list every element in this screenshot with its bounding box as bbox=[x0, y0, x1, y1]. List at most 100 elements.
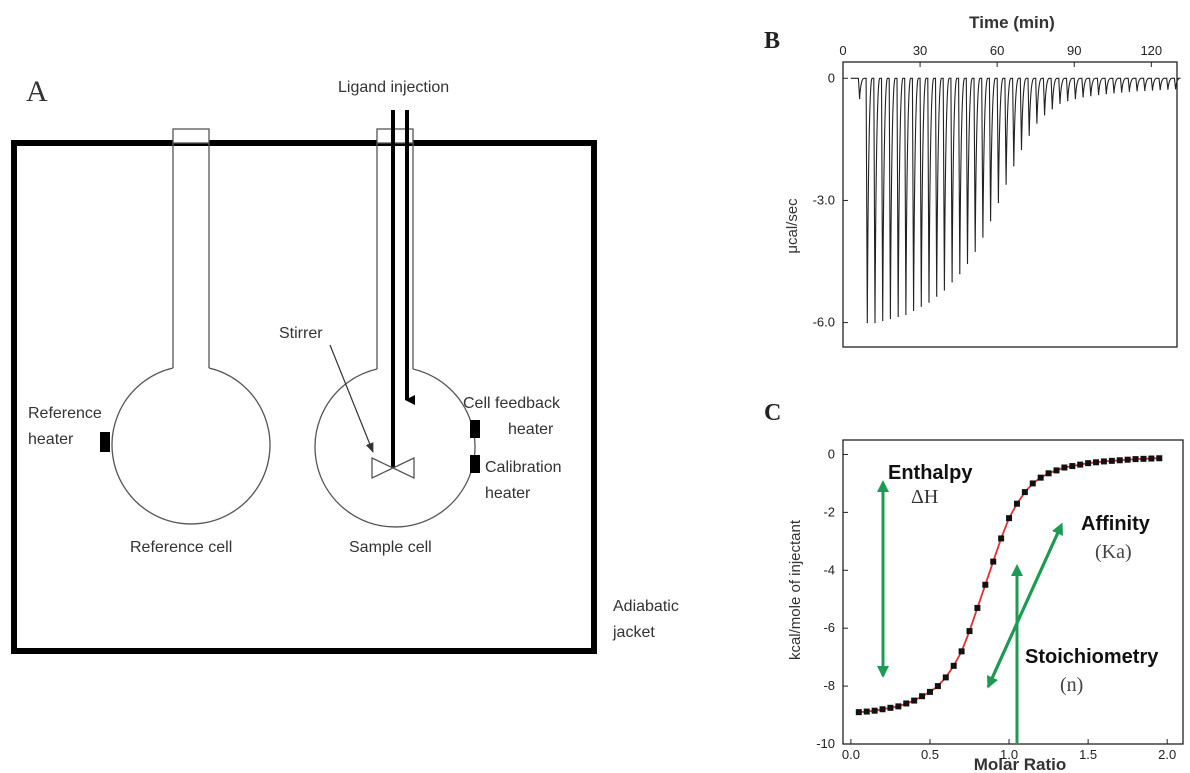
enthalpy-symbol: ΔH bbox=[911, 486, 938, 508]
c-data-point bbox=[1132, 456, 1139, 463]
cell-feedback-label-1: Cell feedback bbox=[463, 395, 561, 412]
b-peak-point bbox=[936, 295, 938, 297]
b-peak-point bbox=[1136, 90, 1138, 92]
sample-cell-label: Sample cell bbox=[349, 539, 432, 556]
c-data-point bbox=[1077, 461, 1084, 468]
b-peak-point bbox=[1082, 96, 1084, 98]
c-data-point bbox=[1108, 457, 1115, 464]
c-data-point bbox=[974, 604, 981, 611]
b-peak-point bbox=[1036, 122, 1038, 124]
adiabatic-jacket-box bbox=[11, 140, 597, 654]
c-ytick-label: 0 bbox=[828, 446, 835, 461]
enthalpy-label: Enthalpy bbox=[888, 462, 973, 484]
b-peak-point bbox=[943, 289, 946, 291]
b-peak-point bbox=[990, 220, 992, 222]
c-data-point bbox=[1085, 460, 1092, 467]
c-xtick-label: 1.0 bbox=[1000, 747, 1018, 762]
c-ytick-label: -6 bbox=[823, 620, 835, 635]
cell-feedback-label-2: heater bbox=[508, 421, 554, 438]
c-data-point bbox=[1061, 464, 1068, 471]
c-data-point bbox=[887, 704, 894, 711]
b-xtick-label: 30 bbox=[913, 43, 927, 58]
c-data-point bbox=[958, 648, 965, 655]
b-xtick-label: 0 bbox=[839, 43, 846, 58]
b-peak-point bbox=[889, 317, 892, 320]
panel-b-label: B bbox=[764, 28, 780, 54]
c-xtick-label: 0.0 bbox=[842, 747, 860, 762]
b-ytick-label: -3.0 bbox=[813, 192, 835, 207]
b-peak-point bbox=[1121, 91, 1123, 93]
c-data-point bbox=[926, 688, 933, 695]
b-peak-point bbox=[1105, 93, 1107, 95]
calibration-heater-block bbox=[470, 455, 480, 473]
b-peak-point bbox=[1044, 114, 1046, 116]
panel-c-label: C bbox=[764, 400, 781, 426]
c-data-point bbox=[903, 700, 910, 707]
affinity-arrow-down bbox=[987, 527, 1062, 689]
b-peak-point bbox=[982, 236, 984, 238]
panel-b-trace bbox=[850, 77, 1181, 324]
c-data-point bbox=[982, 581, 989, 588]
sample-cell-shape bbox=[314, 110, 480, 528]
b-peak-point bbox=[1067, 100, 1069, 102]
panel-c-yticks: 0 -2 -4 -6 -8 -10 bbox=[816, 446, 848, 751]
reference-cell-shape bbox=[100, 128, 271, 525]
panel-b-xticks: 0 30 60 90 120 bbox=[839, 43, 1162, 67]
c-data-point bbox=[1069, 463, 1076, 470]
c-data-point bbox=[942, 674, 949, 681]
b-peak-point bbox=[1097, 93, 1100, 96]
c-data-point bbox=[1093, 459, 1100, 466]
c-data-point bbox=[1140, 455, 1147, 462]
panel-b-ylabel: μcal/sec bbox=[784, 198, 801, 254]
b-peak-point bbox=[1028, 134, 1030, 136]
affinity-label: Affinity bbox=[1081, 513, 1151, 535]
c-data-point bbox=[1100, 458, 1107, 465]
b-peak-point bbox=[920, 305, 922, 307]
panel-a-label: A bbox=[26, 75, 48, 108]
c-data-point bbox=[879, 706, 886, 713]
b-peak-point bbox=[1159, 89, 1161, 91]
panel-c-xlabel: Molar Ratio bbox=[974, 755, 1067, 773]
c-data-point bbox=[895, 703, 902, 710]
b-xtick-label: 120 bbox=[1140, 43, 1162, 58]
b-peak-point bbox=[882, 319, 884, 322]
panel-c-points bbox=[855, 455, 1163, 716]
b-peak-point bbox=[966, 262, 969, 265]
cell-feedback-heater-block bbox=[470, 420, 480, 438]
b-peak-point bbox=[959, 273, 961, 275]
c-ytick-label: -2 bbox=[823, 504, 835, 519]
ligand-injection-label: Ligand injection bbox=[338, 79, 449, 96]
stirrer-paddle bbox=[371, 456, 415, 480]
b-peak-point bbox=[874, 321, 876, 324]
reference-heater-label-1: Reference bbox=[28, 405, 102, 422]
stirrer-pointer bbox=[329, 344, 374, 453]
b-peak-point bbox=[912, 309, 915, 311]
panel-c-ylabel: kcal/mole of injectant bbox=[787, 519, 804, 660]
calibration-label-1: Calibration bbox=[485, 459, 561, 476]
c-data-point bbox=[1037, 474, 1044, 481]
b-peak-point bbox=[1090, 95, 1092, 97]
panel-c-fit-curve bbox=[858, 457, 1160, 714]
c-data-point bbox=[855, 709, 862, 716]
c-data-point bbox=[871, 707, 878, 714]
reference-cell-label: Reference cell bbox=[130, 539, 232, 556]
c-data-point bbox=[863, 708, 870, 715]
b-peak-point bbox=[859, 98, 861, 100]
c-xtick-label: 1.5 bbox=[1079, 747, 1097, 762]
panel-a: A Ligand injection Stirrer Refer bbox=[11, 75, 679, 654]
b-peak-point bbox=[1013, 165, 1015, 167]
b-peak-point bbox=[905, 313, 907, 316]
c-data-point bbox=[919, 693, 926, 700]
c-data-point bbox=[1013, 500, 1020, 507]
b-xtick-label: 90 bbox=[1067, 43, 1081, 58]
c-data-point bbox=[950, 662, 957, 669]
c-data-point bbox=[1045, 470, 1052, 477]
b-peak-point bbox=[897, 315, 899, 318]
b-thermogram-line bbox=[850, 77, 1181, 323]
c-data-point bbox=[1029, 480, 1036, 487]
panel-b: B Time (min) μcal/sec 0 30 60 90 120 0 -3.0 -6… bbox=[764, 13, 1181, 348]
calibration-label-2: heater bbox=[485, 485, 531, 502]
stoichiometry-label: Stoichiometry bbox=[1025, 646, 1159, 668]
panel-c-frame bbox=[842, 439, 1184, 745]
